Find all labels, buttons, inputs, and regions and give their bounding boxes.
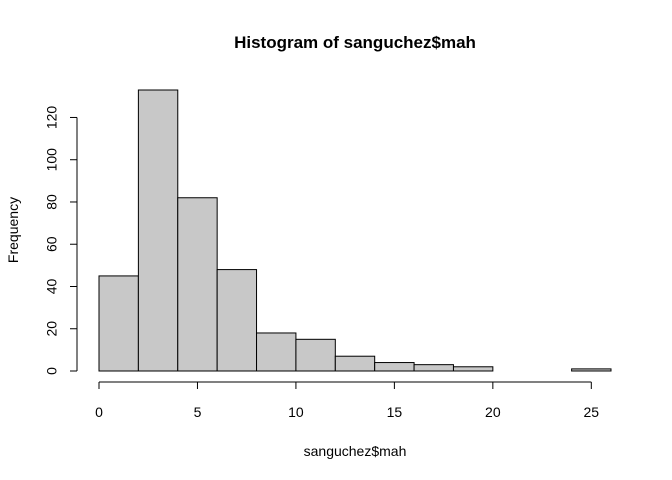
bars-group <box>98 89 612 372</box>
histogram-bar <box>413 364 454 372</box>
x-tick-label: 15 <box>387 404 403 420</box>
y-tick-label: 0 <box>44 367 60 375</box>
y-axis: 0 20 40 60 80 100 120 <box>44 106 78 375</box>
histogram-bar <box>256 332 297 372</box>
histogram-bar <box>177 197 218 372</box>
histogram-bar <box>334 355 376 372</box>
histogram-bar <box>571 368 612 372</box>
x-tick-label: 20 <box>485 404 501 420</box>
y-tick-label: 80 <box>44 194 60 210</box>
y-tick-label: 20 <box>44 321 60 337</box>
histogram-bar <box>137 89 179 372</box>
histogram-bar <box>216 269 258 372</box>
y-axis-label: Frequency <box>5 197 21 263</box>
x-tick-label: 5 <box>194 404 202 420</box>
y-tick-label: 60 <box>44 236 60 252</box>
y-tick-label: 100 <box>44 148 60 172</box>
histogram-bar <box>98 275 139 372</box>
x-axis: 0 5 10 15 20 25 <box>95 381 600 420</box>
histogram-bar <box>452 366 494 372</box>
chart-title: Histogram of sanguchez$mah <box>234 33 476 52</box>
x-tick-label: 0 <box>95 404 103 420</box>
x-axis-label: sanguchez$mah <box>304 443 407 459</box>
x-tick-label: 10 <box>288 404 304 420</box>
histogram-bar <box>295 338 336 372</box>
histogram-bar <box>374 362 415 372</box>
x-tick-label: 25 <box>584 404 600 420</box>
y-tick-label: 40 <box>44 278 60 294</box>
y-tick-label: 120 <box>44 106 60 130</box>
